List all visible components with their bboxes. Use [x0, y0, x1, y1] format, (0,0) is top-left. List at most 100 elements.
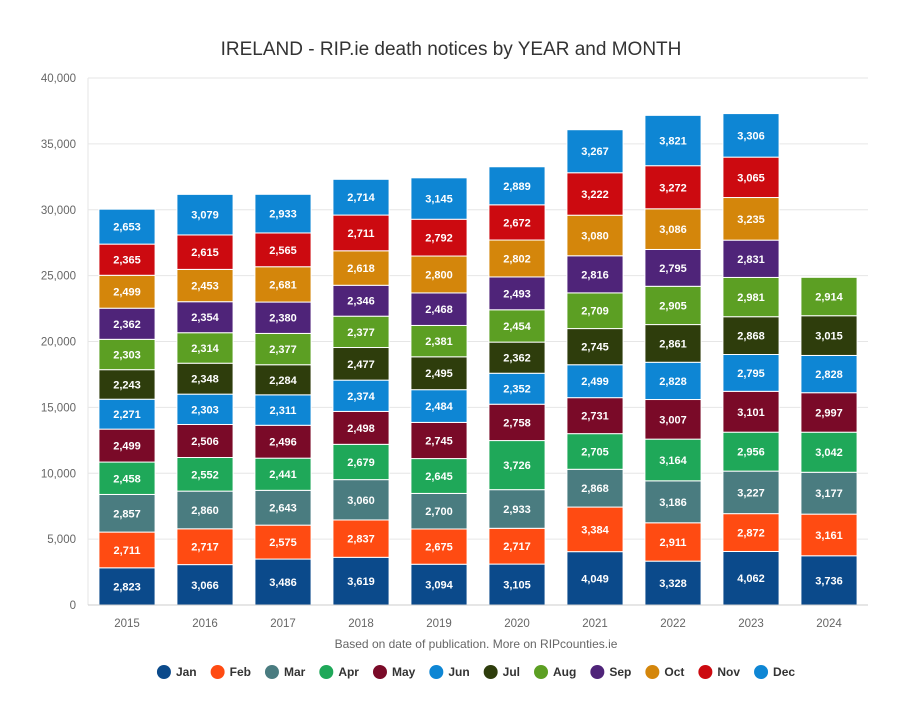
- bar-segment-2024-aug: [800, 276, 858, 317]
- data-label: 2,795: [737, 368, 765, 380]
- bar-segment-2024-jul: [800, 315, 858, 356]
- data-label: 2,311: [270, 405, 297, 417]
- data-label: 3,079: [191, 210, 219, 222]
- bar-segment-2015-jul: [98, 369, 156, 400]
- data-label: 3,619: [347, 576, 375, 588]
- bar-segment-2018-oct: [332, 250, 390, 286]
- bar-segment-2015-mar: [98, 493, 156, 533]
- data-label: 2,303: [113, 349, 141, 361]
- bar-segment-2015-apr: [98, 461, 156, 495]
- data-label: 3,094: [425, 580, 453, 592]
- bar-segment-2023-mar: [722, 470, 780, 515]
- bar-segment-2016-dec: [176, 193, 234, 236]
- bar-segment-2017-may: [254, 424, 312, 459]
- bar-segment-2023-nov: [722, 156, 780, 199]
- data-label: 2,362: [113, 319, 141, 331]
- y-tick-label: 20,000: [41, 337, 76, 349]
- data-label: 2,468: [425, 304, 453, 316]
- y-tick-label: 40,000: [41, 73, 76, 85]
- bar-segment-2015-nov: [98, 243, 156, 276]
- bar-segment-2016-may: [176, 423, 234, 459]
- legend-item-jul[interactable]: Jul: [483, 665, 520, 679]
- bar-segment-2020-jun: [488, 372, 546, 405]
- bar-segment-2021-dec: [566, 129, 624, 174]
- data-label: 2,499: [113, 441, 141, 453]
- legend-item-nov[interactable]: Nov: [698, 665, 740, 679]
- y-tick-label: 0: [70, 600, 76, 612]
- bar-segment-2015-dec: [98, 208, 156, 245]
- data-label: 2,284: [269, 375, 297, 387]
- bar-segment-2018-mar: [332, 479, 390, 521]
- data-label: 4,062: [737, 573, 765, 585]
- data-label: 3,328: [659, 578, 687, 590]
- data-label: 2,800: [425, 269, 453, 281]
- bar-segment-2018-jun: [332, 379, 390, 412]
- bar-segment-2017-aug: [254, 332, 312, 366]
- legend-label: Jan: [176, 665, 197, 679]
- data-label: 2,381: [425, 336, 453, 348]
- data-label: 2,498: [347, 423, 375, 435]
- data-label: 2,705: [581, 446, 609, 458]
- bar-segment-2019-sep: [410, 292, 468, 326]
- x-tick-label: 2024: [816, 618, 842, 630]
- legend-label: Jul: [503, 665, 520, 679]
- data-label: 2,458: [113, 473, 141, 485]
- data-label: 2,575: [269, 537, 297, 549]
- bar-segment-2022-mar: [644, 480, 702, 524]
- data-label: 2,653: [113, 222, 141, 234]
- bar-segment-2020-may: [488, 403, 546, 442]
- data-label: 2,860: [191, 505, 219, 517]
- bar-segment-2024-mar: [800, 471, 858, 515]
- data-label: 2,997: [815, 407, 843, 419]
- legend-item-apr[interactable]: Apr: [319, 665, 359, 679]
- legend-item-feb[interactable]: Feb: [210, 665, 251, 679]
- y-axis: 0 5,000 10,000 15,000 20,000 25,000 30,000 35,0…: [41, 73, 89, 612]
- data-label: 3,015: [815, 331, 843, 343]
- legend-item-jun[interactable]: Jun: [429, 665, 470, 679]
- data-label: 2,243: [113, 379, 141, 391]
- x-axis: 2015 2016 2017 2018 2019 2020 2021 2022 2023 2024: [88, 604, 868, 630]
- bar-segment-2017-mar: [254, 489, 312, 526]
- bar-segment-2020-apr: [488, 440, 546, 491]
- data-label: 2,477: [347, 359, 375, 371]
- legend-item-aug[interactable]: Aug: [534, 665, 576, 679]
- data-label: 3,086: [659, 224, 687, 236]
- bar-segment-2022-aug: [644, 285, 702, 326]
- legend-item-mar[interactable]: Mar: [264, 665, 306, 679]
- data-label: 2,374: [347, 391, 375, 403]
- legend-item-jan[interactable]: Jan: [156, 665, 197, 679]
- bar-segment-2023-sep: [722, 239, 780, 278]
- legend-item-dec[interactable]: Dec: [754, 665, 795, 679]
- bar-segment-2018-dec: [332, 178, 390, 216]
- legend-marker: [319, 665, 334, 679]
- legend-item-sep[interactable]: Sep: [590, 665, 631, 679]
- bar-segment-2021-nov: [566, 172, 624, 216]
- x-tick-label: 2021: [582, 618, 608, 630]
- legend-item-oct[interactable]: Oct: [645, 665, 684, 679]
- bar-segment-2019-jan: [410, 563, 468, 606]
- data-label: 2,981: [737, 292, 765, 304]
- bar-segment-2020-oct: [488, 239, 546, 278]
- bar-segment-2018-apr: [332, 443, 390, 481]
- bar-segment-2020-sep: [488, 276, 546, 311]
- bar-segment-2024-feb: [800, 513, 858, 557]
- data-label: 2,314: [191, 343, 219, 355]
- legend-item-may[interactable]: May: [372, 665, 416, 679]
- data-label: 3,306: [737, 130, 765, 142]
- bar-segment-2021-jan: [566, 551, 624, 606]
- bar-segment-2023-aug: [722, 276, 780, 318]
- bar-segment-2017-jul: [254, 364, 312, 396]
- data-label: 2,303: [191, 404, 219, 416]
- data-label: 3,042: [815, 447, 843, 459]
- data-label: 2,711: [114, 545, 141, 557]
- data-label: 2,792: [425, 233, 453, 245]
- bar-segment-2022-dec: [644, 114, 702, 167]
- legend-label: Feb: [230, 665, 251, 679]
- x-tick-label: 2023: [738, 618, 764, 630]
- data-label: 2,441: [269, 469, 297, 481]
- data-label: 2,889: [503, 181, 531, 193]
- bar-segment-2023-feb: [722, 513, 780, 552]
- data-label: 3,065: [737, 172, 765, 184]
- bar-segment-2016-apr: [176, 457, 234, 492]
- data-label: 3,267: [581, 146, 609, 158]
